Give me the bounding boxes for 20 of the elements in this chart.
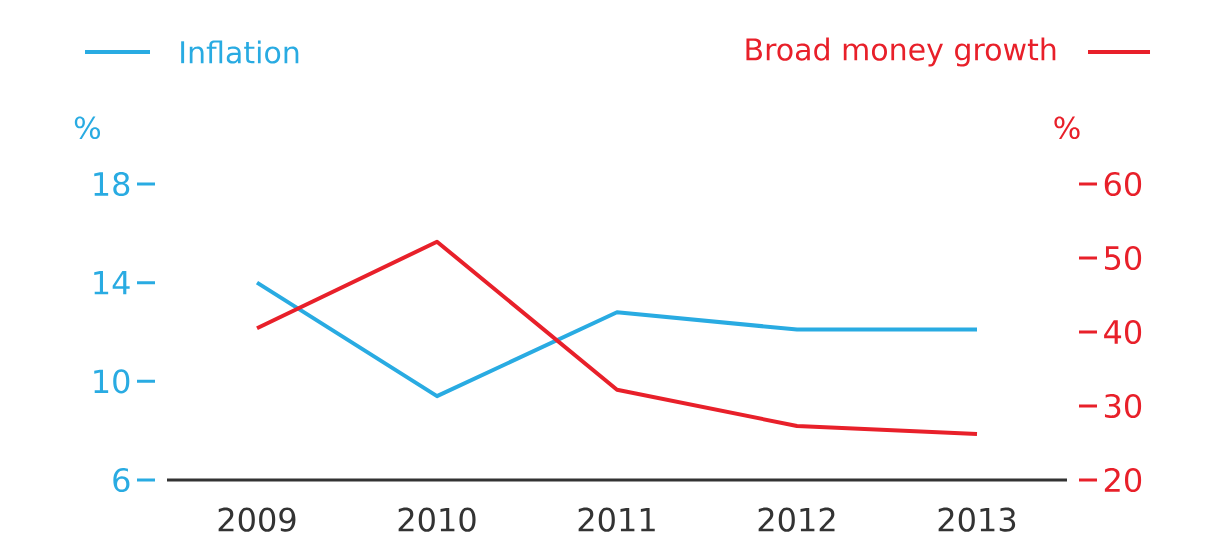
y-axis-title: % <box>74 116 101 140</box>
x-tick-label: 2009 <box>218 507 296 532</box>
y2-axis-title: % <box>1054 116 1080 140</box>
line-series <box>255 280 979 399</box>
y2-tick-label: 20 <box>1104 467 1142 493</box>
line-series <box>255 239 980 437</box>
text: Broad money growth <box>746 37 1056 67</box>
y2-tick-label: 60 <box>1104 171 1142 197</box>
x-tick-label: 2010 <box>398 507 476 532</box>
y2-tick-label: 40 <box>1104 319 1142 345</box>
y-tick-label: 10 <box>94 369 130 394</box>
y2-tick-label: 50 <box>1105 245 1142 271</box>
y-tick-label: 6 <box>113 467 130 493</box>
x-tick-label: 2011 <box>578 507 655 532</box>
y-tick-label: 14 <box>94 271 130 295</box>
x-tick-label: 2013 <box>938 507 1016 532</box>
y-tick-label: 18 <box>94 171 130 197</box>
legend-label: Inflation <box>181 40 299 64</box>
x-tick-label: 2012 <box>758 507 835 532</box>
y2-tick-label: 30 <box>1104 393 1142 419</box>
